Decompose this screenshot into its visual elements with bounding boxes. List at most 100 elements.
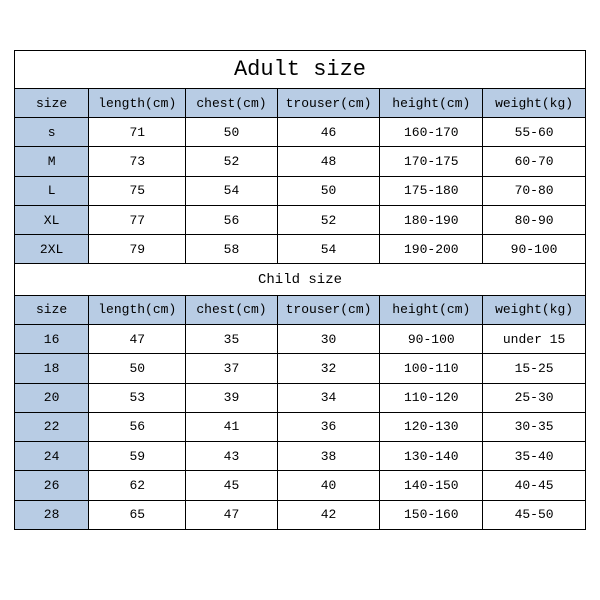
table-row: 16 47 35 30 90-100 under 15 — [15, 325, 586, 354]
child-header-row: size length(cm) chest(cm) trouser(cm) he… — [15, 295, 586, 324]
data-cell: under 15 — [483, 325, 586, 354]
data-cell: 160-170 — [380, 118, 483, 147]
size-cell: s — [15, 118, 89, 147]
size-table: Adult size size length(cm) chest(cm) tro… — [14, 50, 586, 530]
data-cell: 35 — [186, 325, 277, 354]
col-height: height(cm) — [380, 295, 483, 324]
size-cell: 2XL — [15, 235, 89, 264]
data-cell: 25-30 — [483, 383, 586, 412]
size-cell: 20 — [15, 383, 89, 412]
data-cell: 37 — [186, 354, 277, 383]
data-cell: 34 — [277, 383, 380, 412]
data-cell: 54 — [186, 176, 277, 205]
data-cell: 50 — [186, 118, 277, 147]
table-row: 2XL 79 58 54 190-200 90-100 — [15, 235, 586, 264]
size-cell: 18 — [15, 354, 89, 383]
size-cell: M — [15, 147, 89, 176]
data-cell: 42 — [277, 500, 380, 529]
data-cell: 56 — [186, 205, 277, 234]
size-cell: 24 — [15, 442, 89, 471]
data-cell: 36 — [277, 412, 380, 441]
table-row: 22 56 41 36 120-130 30-35 — [15, 412, 586, 441]
data-cell: 70-80 — [483, 176, 586, 205]
data-cell: 59 — [89, 442, 186, 471]
child-title: Child size — [15, 264, 586, 295]
table-row: 26 62 45 40 140-150 40-45 — [15, 471, 586, 500]
adult-title: Adult size — [15, 51, 586, 89]
col-length: length(cm) — [89, 88, 186, 117]
col-weight: weight(kg) — [483, 88, 586, 117]
table-row: s 71 50 46 160-170 55-60 — [15, 118, 586, 147]
size-cell: 22 — [15, 412, 89, 441]
data-cell: 90-100 — [483, 235, 586, 264]
table-row: 18 50 37 32 100-110 15-25 — [15, 354, 586, 383]
size-cell: XL — [15, 205, 89, 234]
adult-title-row: Adult size — [15, 51, 586, 89]
data-cell: 41 — [186, 412, 277, 441]
table-row: 28 65 47 42 150-160 45-50 — [15, 500, 586, 529]
data-cell: 56 — [89, 412, 186, 441]
data-cell: 48 — [277, 147, 380, 176]
data-cell: 120-130 — [380, 412, 483, 441]
table-row: L 75 54 50 175-180 70-80 — [15, 176, 586, 205]
data-cell: 90-100 — [380, 325, 483, 354]
data-cell: 30-35 — [483, 412, 586, 441]
size-cell: 16 — [15, 325, 89, 354]
data-cell: 180-190 — [380, 205, 483, 234]
size-cell: 28 — [15, 500, 89, 529]
data-cell: 50 — [89, 354, 186, 383]
data-cell: 38 — [277, 442, 380, 471]
data-cell: 170-175 — [380, 147, 483, 176]
table-row: M 73 52 48 170-175 60-70 — [15, 147, 586, 176]
data-cell: 30 — [277, 325, 380, 354]
col-trouser: trouser(cm) — [277, 88, 380, 117]
data-cell: 40-45 — [483, 471, 586, 500]
data-cell: 50 — [277, 176, 380, 205]
data-cell: 190-200 — [380, 235, 483, 264]
size-chart-container: Adult size size length(cm) chest(cm) tro… — [0, 0, 600, 600]
data-cell: 40 — [277, 471, 380, 500]
data-cell: 39 — [186, 383, 277, 412]
data-cell: 58 — [186, 235, 277, 264]
data-cell: 52 — [277, 205, 380, 234]
data-cell: 73 — [89, 147, 186, 176]
table-row: 20 53 39 34 110-120 25-30 — [15, 383, 586, 412]
col-size: size — [15, 295, 89, 324]
col-chest: chest(cm) — [186, 295, 277, 324]
size-cell: L — [15, 176, 89, 205]
data-cell: 32 — [277, 354, 380, 383]
col-length: length(cm) — [89, 295, 186, 324]
data-cell: 65 — [89, 500, 186, 529]
data-cell: 45-50 — [483, 500, 586, 529]
table-row: XL 77 56 52 180-190 80-90 — [15, 205, 586, 234]
data-cell: 53 — [89, 383, 186, 412]
data-cell: 79 — [89, 235, 186, 264]
data-cell: 130-140 — [380, 442, 483, 471]
child-title-row: Child size — [15, 264, 586, 295]
adult-header-row: size length(cm) chest(cm) trouser(cm) he… — [15, 88, 586, 117]
col-chest: chest(cm) — [186, 88, 277, 117]
data-cell: 46 — [277, 118, 380, 147]
data-cell: 140-150 — [380, 471, 483, 500]
data-cell: 60-70 — [483, 147, 586, 176]
data-cell: 47 — [186, 500, 277, 529]
data-cell: 54 — [277, 235, 380, 264]
data-cell: 100-110 — [380, 354, 483, 383]
data-cell: 47 — [89, 325, 186, 354]
data-cell: 15-25 — [483, 354, 586, 383]
table-row: 24 59 43 38 130-140 35-40 — [15, 442, 586, 471]
data-cell: 71 — [89, 118, 186, 147]
data-cell: 43 — [186, 442, 277, 471]
data-cell: 55-60 — [483, 118, 586, 147]
data-cell: 52 — [186, 147, 277, 176]
col-weight: weight(kg) — [483, 295, 586, 324]
data-cell: 110-120 — [380, 383, 483, 412]
data-cell: 62 — [89, 471, 186, 500]
data-cell: 45 — [186, 471, 277, 500]
data-cell: 80-90 — [483, 205, 586, 234]
col-trouser: trouser(cm) — [277, 295, 380, 324]
data-cell: 77 — [89, 205, 186, 234]
col-size: size — [15, 88, 89, 117]
data-cell: 175-180 — [380, 176, 483, 205]
col-height: height(cm) — [380, 88, 483, 117]
